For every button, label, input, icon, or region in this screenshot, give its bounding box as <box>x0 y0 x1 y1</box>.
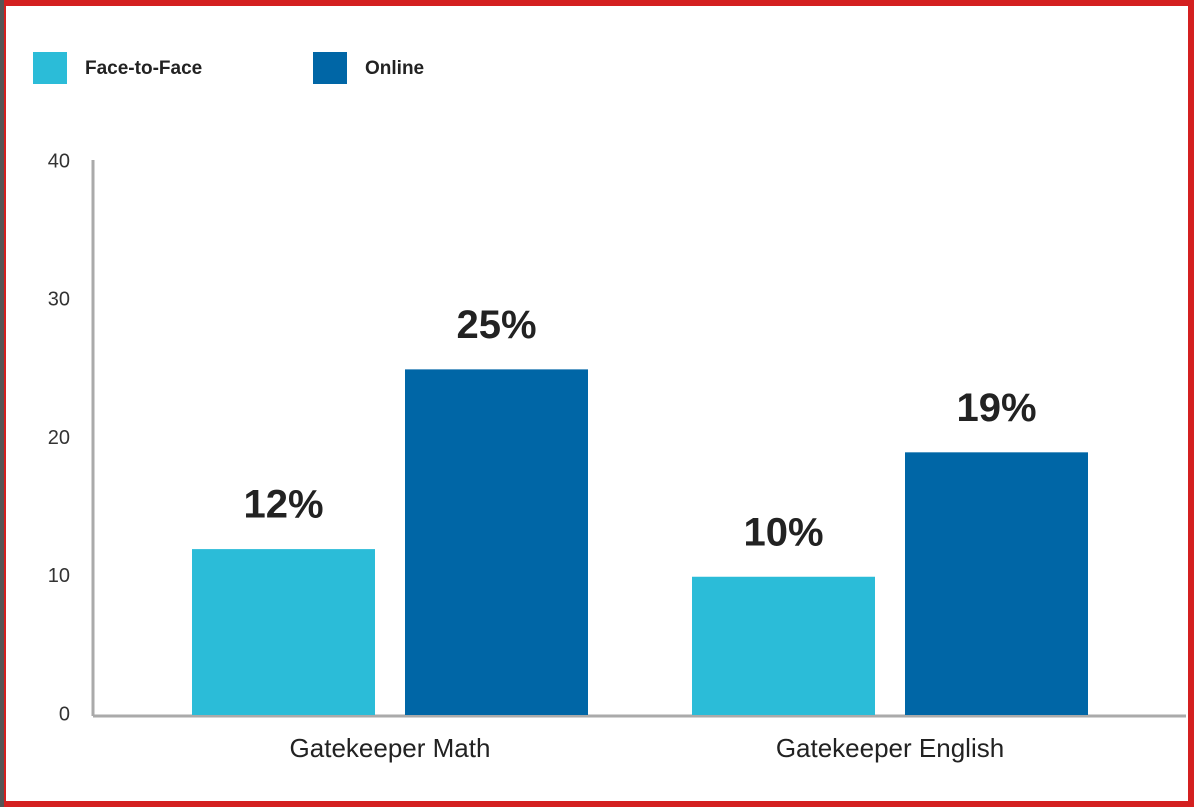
y-tick-label: 30 <box>48 289 70 311</box>
legend-label: Face-to-Face <box>85 58 202 79</box>
value-label: 25% <box>456 303 536 347</box>
bar <box>405 369 588 715</box>
y-tick-label: 40 <box>48 150 70 172</box>
legend-label: Online <box>365 58 424 79</box>
x-tick-label: Gatekeeper English <box>776 733 1004 763</box>
frame-edge <box>0 0 4 807</box>
bar <box>692 576 875 715</box>
x-tick-label: Gatekeeper Math <box>290 733 491 763</box>
bar <box>192 549 375 715</box>
value-label: 12% <box>243 483 323 527</box>
y-tick-label: 10 <box>48 565 70 587</box>
y-tick-label: 20 <box>48 427 70 449</box>
value-label: 19% <box>956 386 1036 430</box>
legend-swatch <box>313 52 347 84</box>
legend-swatch <box>33 52 67 84</box>
bar <box>905 452 1088 715</box>
y-tick-label: 0 <box>59 703 70 725</box>
value-label: 10% <box>743 510 823 554</box>
